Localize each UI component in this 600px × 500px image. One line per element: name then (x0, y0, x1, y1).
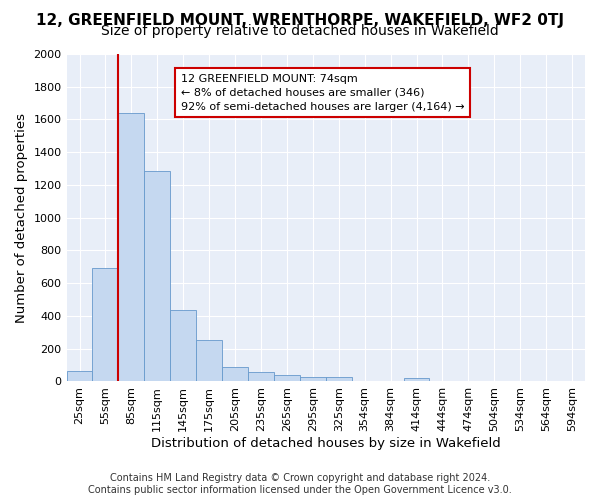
Y-axis label: Number of detached properties: Number of detached properties (15, 112, 28, 322)
Bar (170, 310, 196, 382)
Bar (300, 376, 326, 382)
Text: Contains HM Land Registry data © Crown copyright and database right 2024.
Contai: Contains HM Land Registry data © Crown c… (88, 474, 512, 495)
Text: Size of property relative to detached houses in Wakefield: Size of property relative to detached ho… (101, 24, 499, 38)
Bar (118, 113, 145, 382)
Bar (326, 378, 352, 382)
Bar (67, 371, 92, 382)
Bar (404, 378, 430, 382)
Bar (274, 375, 300, 382)
Bar (145, 171, 170, 382)
Bar (92, 268, 118, 382)
X-axis label: Distribution of detached houses by size in Wakefield: Distribution of detached houses by size … (151, 437, 500, 450)
Text: 12 GREENFIELD MOUNT: 74sqm
← 8% of detached houses are smaller (346)
92% of semi: 12 GREENFIELD MOUNT: 74sqm ← 8% of detac… (181, 74, 464, 112)
Bar (196, 340, 222, 382)
Bar (248, 372, 274, 382)
Bar (222, 366, 248, 382)
Text: 12, GREENFIELD MOUNT, WRENTHORPE, WAKEFIELD, WF2 0TJ: 12, GREENFIELD MOUNT, WRENTHORPE, WAKEFI… (36, 12, 564, 28)
